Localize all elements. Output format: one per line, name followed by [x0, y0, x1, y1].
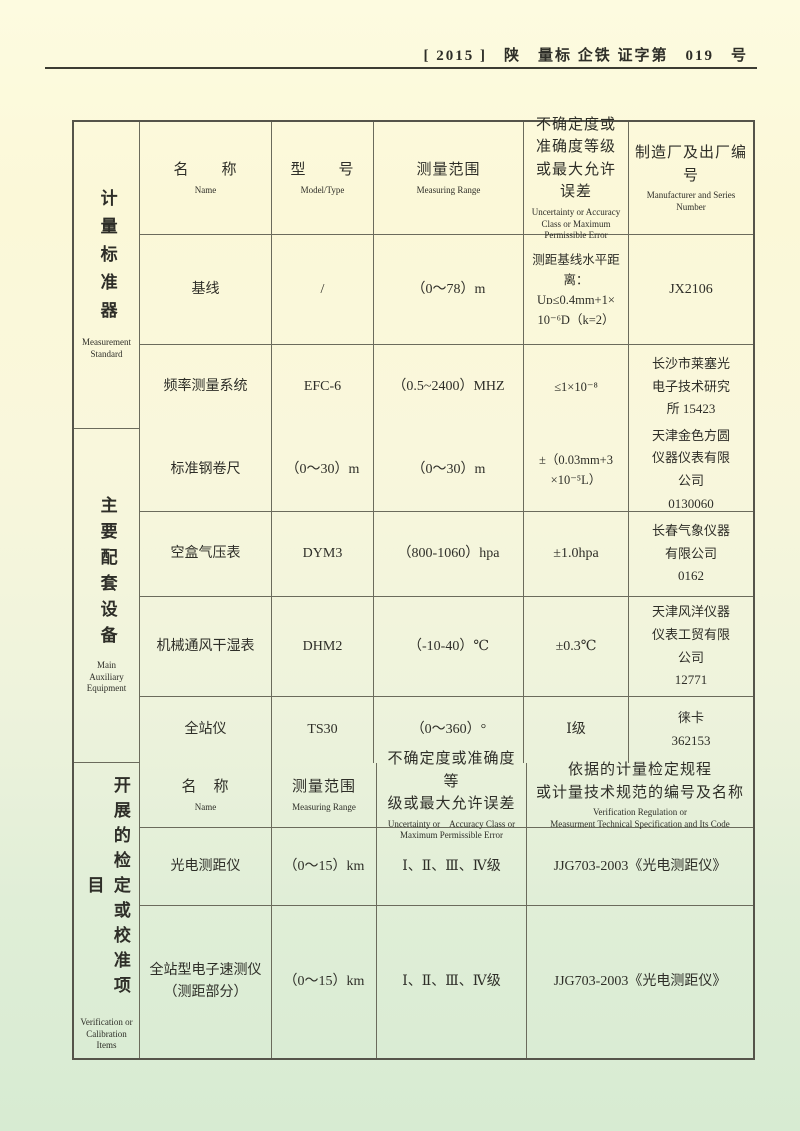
header-en: Manufacturer and Series Number [646, 190, 736, 212]
header-zh: 不确定度或准确度等 级或最大允许误差 [387, 751, 516, 813]
header-zh: 测量范围 [291, 779, 356, 796]
column-header-model: 型 号 Model/Type [272, 122, 374, 235]
side-label-zh: 主要配套设备 [97, 495, 117, 652]
header-en: Measuring Range [416, 184, 481, 195]
cell-accuracy-class: Ⅰ、Ⅱ、Ⅲ、Ⅳ级 [377, 906, 527, 1058]
cell-range: （800-1060）hpa [374, 512, 524, 597]
section-main-auxiliary-equipment: 主要配套设备 Main Auxiliary Equipment 标准钢卷尺 （0… [74, 428, 753, 763]
cell-uncertainty: ≤1×10⁻⁸ [524, 345, 629, 429]
header-zh: 制造厂及出厂编号 [635, 145, 748, 184]
cell-uncertainty: Ⅰ级 [524, 697, 629, 763]
cell-name: 标准钢卷尺 [140, 429, 272, 512]
header-en: Name [194, 184, 217, 195]
column-header-uncertainty: 不确定度或准确度等 级或最大允许误差 Uncertainty or Accura… [377, 751, 527, 840]
column-header-name: 名 称 Name [140, 122, 272, 235]
cell-model: DHM2 [272, 597, 374, 697]
side-label-verification-items: 开展的检定或校准项目 Verification or Calibration I… [74, 763, 140, 1058]
header-zh: 名 称 [181, 779, 230, 796]
cell-manufacturer: 天津风洋仪器 仪表工贸有限 公司 12771 [629, 597, 753, 697]
cell-model: EFC-6 [272, 345, 374, 429]
cell-uncertainty: ±0.3℃ [524, 597, 629, 697]
header-en: Uncertainty or Accuracy Class or Maximum… [531, 206, 621, 241]
cell-model: TS30 [272, 697, 374, 763]
cell-regulation: JJG703-2003《光电测距仪》 [553, 974, 727, 990]
side-label-measurement-standard: 计量标准器 Measurement Standard [74, 122, 140, 429]
measurement-standard-table: 计量标准器 Measurement Standard 名 称 Name 型 号 … [72, 117, 755, 1060]
cell-name: 机械通风干湿表 [140, 597, 272, 697]
cell-name: 光电测距仪 [140, 828, 272, 906]
side-label-en: Main Auxiliary Equipment [86, 659, 127, 694]
cell-uncertainty: 测距基线水平距 离： Uᴅ≤0.4mm+1× 10⁻⁶D（k=2） [524, 235, 629, 345]
cell-uncertainty: ±1.0hpa [524, 512, 629, 597]
column-header-manufacturer: 制造厂及出厂编号 Manufacturer and Series Number [629, 122, 753, 235]
section-measurement-standard: 计量标准器 Measurement Standard 名 称 Name 型 号 … [74, 117, 753, 429]
cell-manufacturer: 长沙市莱塞光 电子技术研究 所 15423 [651, 355, 730, 417]
cell-model: DYM3 [272, 512, 374, 597]
cell-name: 频率测量系统 [140, 345, 272, 429]
cell-uncertainty: ±（0.03mm+3 ×10⁻⁵L） [524, 429, 629, 512]
header-zh: 型 号 [290, 162, 355, 179]
header-en: Verification Regulation or Measurment Te… [550, 807, 730, 829]
cell-range: （0～360）° [374, 697, 524, 763]
cell-name: 空盒气压表 [140, 512, 272, 597]
side-label-zh: 开展的检定或校准项目 [84, 776, 130, 1002]
cell-accuracy-class: Ⅰ、Ⅱ、Ⅲ、Ⅳ级 [377, 828, 527, 906]
cell-name: 全站仪 [140, 697, 272, 763]
header-rule [45, 67, 757, 69]
section-verification-calibration-items: 开展的检定或校准项目 Verification or Calibration I… [74, 751, 753, 1058]
header-en: Model/Type [300, 184, 345, 195]
side-label-zh: 计量标准器 [97, 189, 117, 330]
header-en: Name [194, 801, 217, 812]
cell-range: （0～78）m [374, 235, 524, 345]
cell-range: （0～15）km [272, 828, 377, 906]
side-label-main-auxiliary-equipment: 主要配套设备 Main Auxiliary Equipment [74, 429, 140, 763]
header-zh: 名 称 [173, 162, 238, 179]
cell-model: （0～30）m [272, 429, 374, 512]
column-header-name: 名 称 Name [140, 763, 272, 828]
cell-model: / [272, 235, 374, 345]
cell-manufacturer: 徕卡 362153 [671, 710, 711, 748]
header-zh: 测量范围 [416, 162, 481, 179]
header-zh: 依据的计量检定规程 或计量技术规范的编号及名称 [535, 762, 744, 801]
column-header-uncertainty: 不确定度或准确度等级或最大允许误差 Uncertainty or Accurac… [524, 117, 629, 240]
cell-range: （-10-40）℃ [374, 597, 524, 697]
column-header-range: 测量范围 Measuring Range [272, 763, 377, 828]
cell-name: 全站型电子速测仪 （测距部分） [140, 906, 272, 1058]
side-label-en: Verification or Calibration Items [80, 1016, 133, 1051]
cell-range: （0.5~2400）MHZ [374, 345, 524, 429]
header-en: Uncertainty or Accuracy Class or Maximum… [387, 818, 516, 841]
header-en: Measuring Range [292, 801, 356, 812]
cell-range: （0～30）m [374, 429, 524, 512]
cell-range: （0～15）km [272, 906, 377, 1058]
side-label-en: Measurement Standard [82, 337, 131, 359]
cell-regulation: JJG703-2003《光电测距仪》 [527, 828, 753, 906]
header-zh: 不确定度或准确度等级或最大允许误差 [535, 116, 616, 201]
cell-manufacturer: JX2106 [629, 235, 753, 345]
column-header-regulation: 依据的计量检定规程 或计量技术规范的编号及名称 Verification Reg… [527, 762, 753, 829]
cell-manufacturer: 天津金色方圆 仪器仪表有限 公司 0130060 [629, 428, 753, 512]
column-header-range: 测量范围 Measuring Range [374, 122, 524, 235]
certificate-number: [ 2015 ] 陕 量标 企铁 证字第 019 号 [423, 48, 748, 64]
cell-name: 基线 [140, 235, 272, 345]
cell-manufacturer: 长春气象仪器 有限公司 0162 [629, 512, 753, 597]
